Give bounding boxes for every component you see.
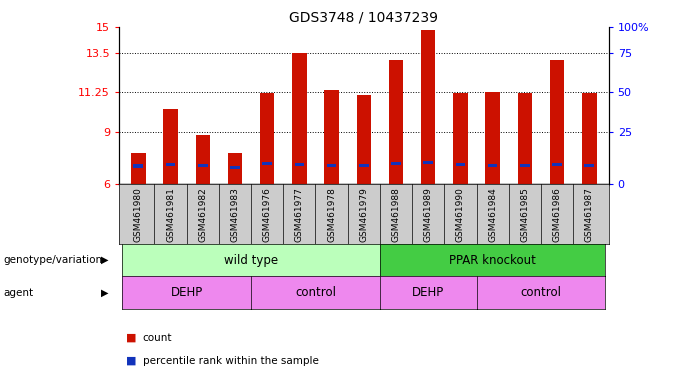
Bar xyxy=(228,153,242,184)
Bar xyxy=(389,60,403,184)
Text: ■: ■ xyxy=(126,356,136,366)
Bar xyxy=(552,163,562,166)
Text: genotype/variation: genotype/variation xyxy=(3,255,103,265)
Text: GSM461976: GSM461976 xyxy=(262,187,272,242)
Text: GSM461989: GSM461989 xyxy=(424,187,432,242)
Bar xyxy=(421,30,435,184)
Text: DEHP: DEHP xyxy=(171,286,203,299)
Text: ■: ■ xyxy=(126,333,136,343)
Bar xyxy=(198,164,207,167)
Text: GSM461990: GSM461990 xyxy=(456,187,465,242)
Bar xyxy=(327,164,337,167)
Text: count: count xyxy=(143,333,172,343)
Text: ▶: ▶ xyxy=(101,255,109,265)
Text: GSM461978: GSM461978 xyxy=(327,187,336,242)
Title: GDS3748 / 10437239: GDS3748 / 10437239 xyxy=(289,10,439,24)
Bar xyxy=(550,60,564,184)
Bar xyxy=(453,93,468,184)
Text: GSM461985: GSM461985 xyxy=(520,187,529,242)
Text: control: control xyxy=(295,286,336,299)
Text: GSM461981: GSM461981 xyxy=(166,187,175,242)
Bar xyxy=(324,90,339,184)
Text: GSM461980: GSM461980 xyxy=(134,187,143,242)
Bar xyxy=(584,164,594,167)
Bar xyxy=(292,53,307,184)
Bar xyxy=(520,164,530,167)
Bar xyxy=(163,109,177,184)
Text: GSM461977: GSM461977 xyxy=(295,187,304,242)
Bar xyxy=(424,161,433,164)
Bar xyxy=(131,153,146,184)
Bar xyxy=(196,135,210,184)
Bar xyxy=(517,93,532,184)
Bar xyxy=(359,164,369,167)
Bar xyxy=(486,92,500,184)
Bar xyxy=(294,163,304,166)
Text: ▶: ▶ xyxy=(101,288,109,298)
Text: GSM461988: GSM461988 xyxy=(392,187,401,242)
Bar xyxy=(133,164,143,167)
Bar xyxy=(391,162,401,165)
Text: GSM461986: GSM461986 xyxy=(553,187,562,242)
Bar xyxy=(582,93,596,184)
Bar xyxy=(262,162,272,165)
Text: PPAR knockout: PPAR knockout xyxy=(449,254,536,266)
Bar xyxy=(456,163,465,166)
Bar xyxy=(488,164,498,167)
Text: GSM461987: GSM461987 xyxy=(585,187,594,242)
Text: GSM461979: GSM461979 xyxy=(359,187,369,242)
Text: percentile rank within the sample: percentile rank within the sample xyxy=(143,356,319,366)
Bar xyxy=(260,93,275,184)
Text: GSM461982: GSM461982 xyxy=(199,187,207,242)
Bar xyxy=(166,163,175,166)
Bar xyxy=(356,95,371,184)
Text: control: control xyxy=(520,286,562,299)
Text: DEHP: DEHP xyxy=(412,286,444,299)
Text: agent: agent xyxy=(3,288,33,298)
Text: GSM461984: GSM461984 xyxy=(488,187,497,242)
Text: wild type: wild type xyxy=(224,254,278,266)
Text: GSM461983: GSM461983 xyxy=(231,187,239,242)
Bar xyxy=(230,166,240,169)
